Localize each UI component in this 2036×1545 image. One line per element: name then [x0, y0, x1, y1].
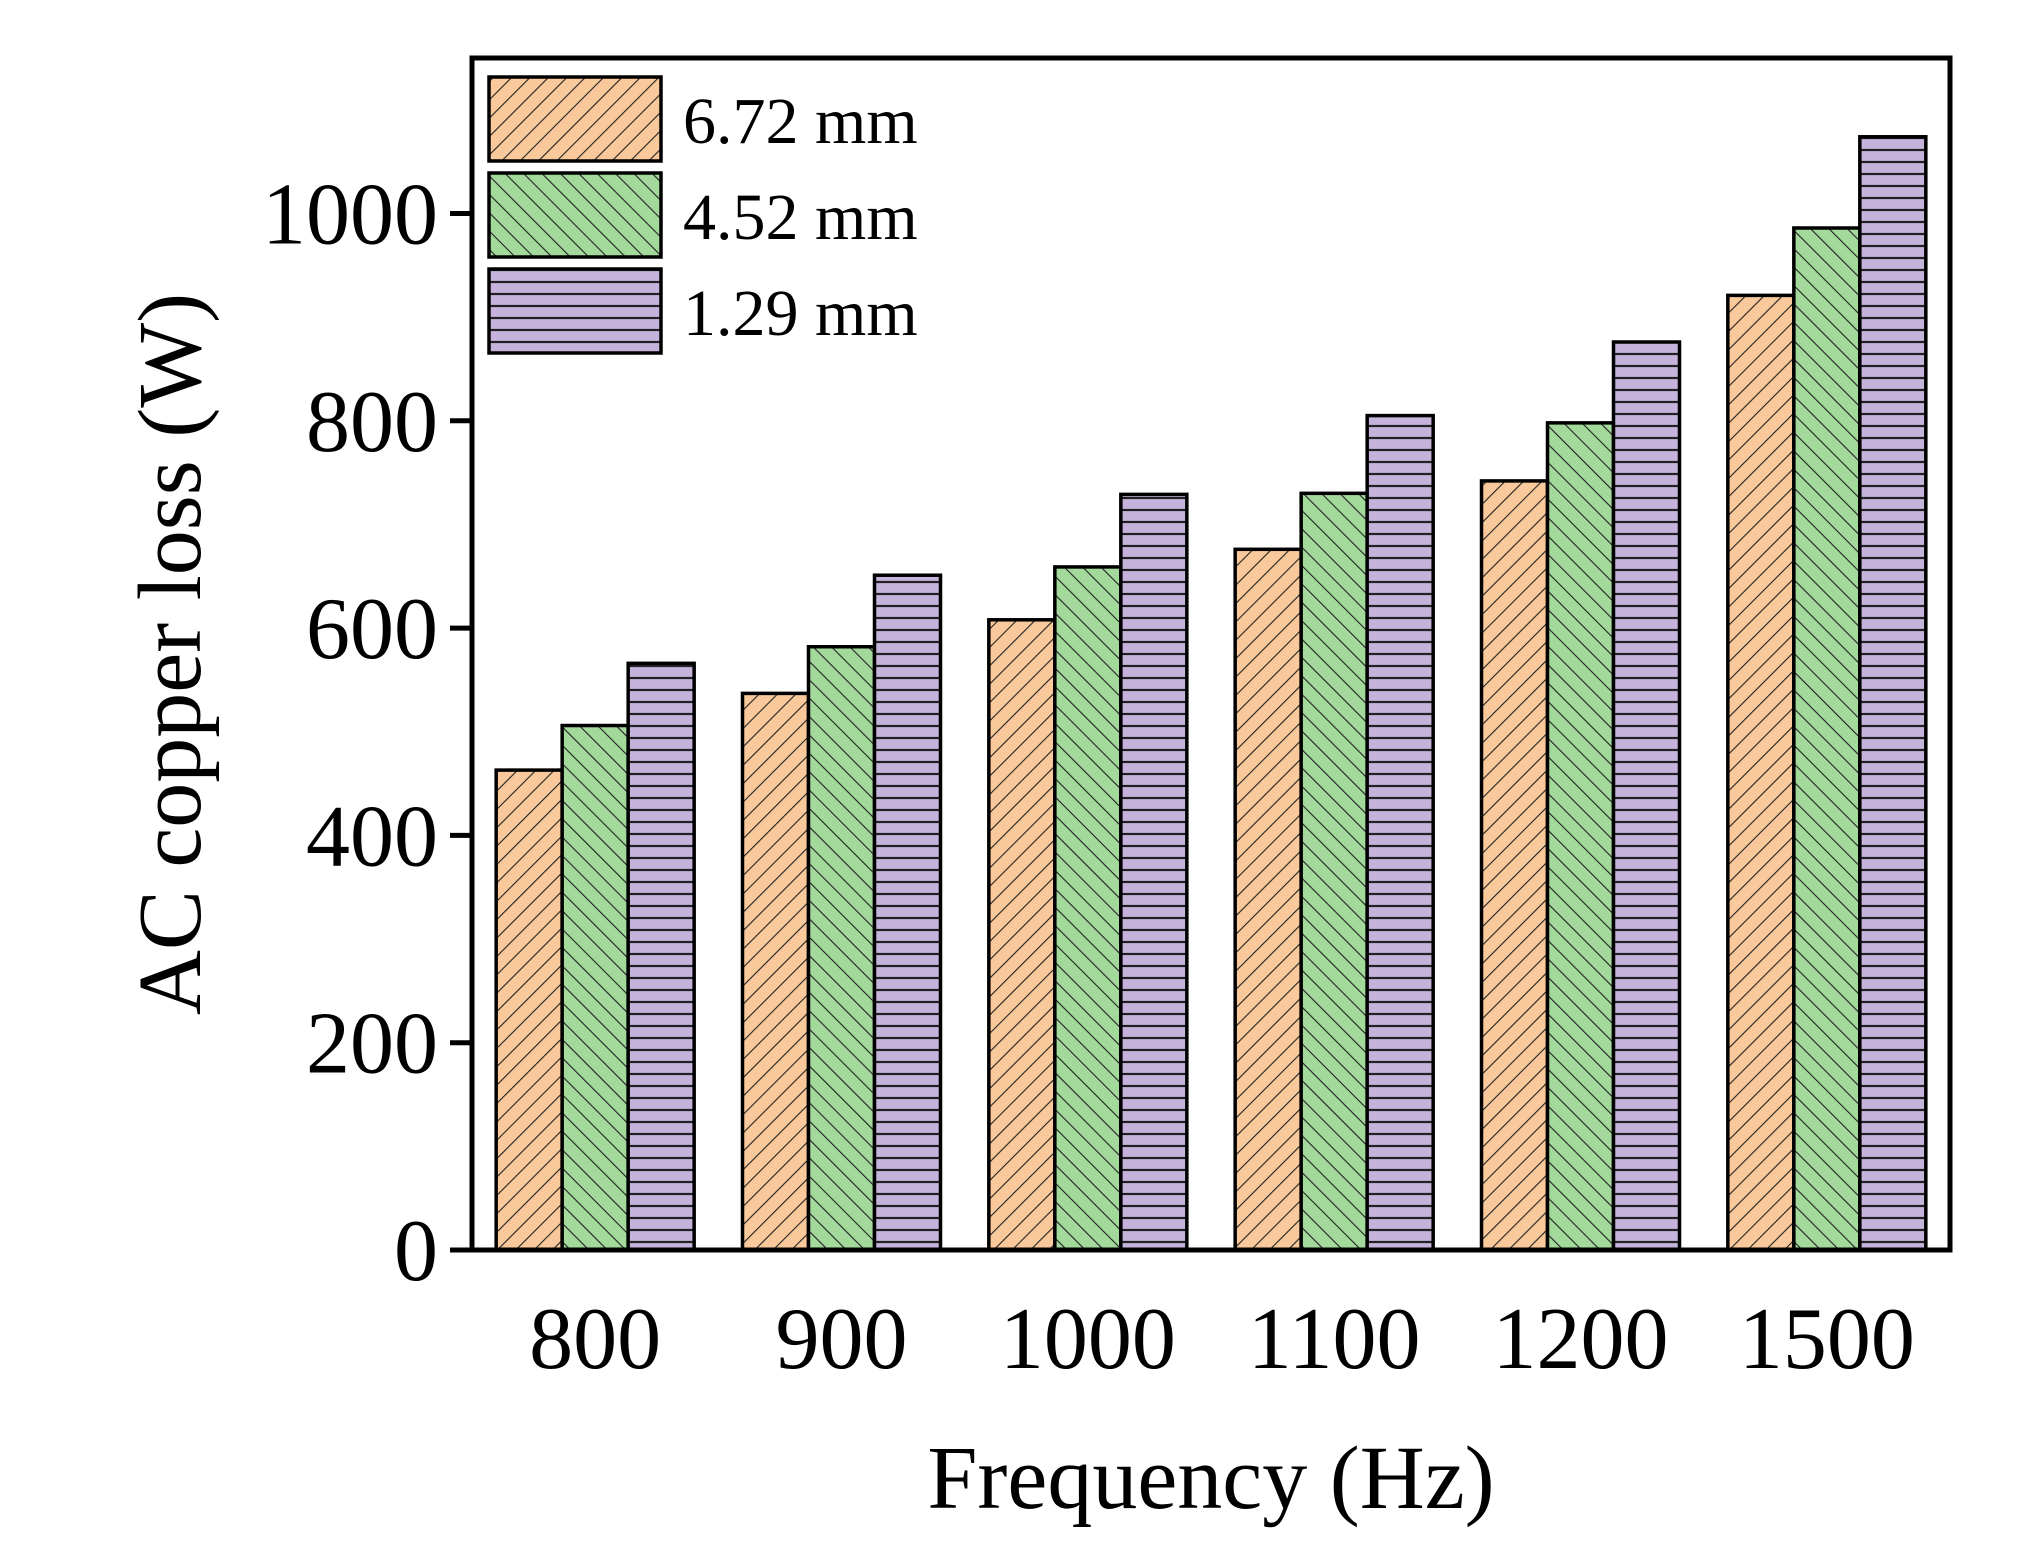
x-tick-label: 1100 — [1248, 1291, 1421, 1388]
y-axis: 0 200 400 600 800 1000 — [262, 166, 472, 1300]
bar-6-72-mm-1200 — [1479, 479, 1550, 1252]
legend-label: 4.52 mm — [683, 181, 918, 254]
bar-6-72-mm-1500 — [1726, 293, 1796, 1252]
bar-1-29-mm-800 — [626, 661, 696, 1252]
bar-1-29-mm-1500 — [1858, 135, 1928, 1252]
bar-4-52-mm-1100 — [1299, 491, 1369, 1252]
bar-6-72-mm-800 — [494, 768, 564, 1252]
y-tick-label: 600 — [306, 581, 438, 678]
x-axis: 800 900 1000 1100 1200 1500 — [529, 1291, 1915, 1388]
x-tick-label: 800 — [529, 1291, 661, 1388]
bar-1-29-mm-1000 — [1119, 492, 1189, 1252]
bar-4-52-mm-1000 — [1053, 565, 1123, 1252]
x-tick-label: 1000 — [1000, 1291, 1176, 1388]
y-tick-label: 1000 — [262, 166, 438, 263]
bar-4-52-mm-900 — [806, 644, 877, 1252]
x-tick-label: 1200 — [1493, 1291, 1669, 1388]
legend-label: 6.72 mm — [683, 85, 918, 158]
x-tick-label: 1500 — [1739, 1291, 1915, 1388]
y-tick-label: 200 — [306, 996, 438, 1093]
bar-1-29-mm-1100 — [1365, 413, 1435, 1252]
y-tick-label: 800 — [306, 374, 438, 471]
x-tick-label: 900 — [776, 1291, 908, 1388]
bar-6-72-mm-900 — [740, 691, 811, 1252]
x-axis-title: Frequency (Hz) — [927, 1429, 1494, 1528]
legend-swatch-4-52-mm — [487, 171, 663, 259]
y-tick-label: 0 — [394, 1203, 438, 1300]
bar-6-72-mm-1000 — [987, 618, 1057, 1252]
legend-swatch-6-72-mm — [487, 75, 663, 163]
bars-layer — [494, 135, 1928, 1252]
legend-swatch-1-29-mm — [487, 267, 663, 355]
bar-1-29-mm-900 — [872, 573, 943, 1252]
legend-label: 1.29 mm — [683, 277, 918, 350]
bar-1-29-mm-1200 — [1611, 340, 1682, 1252]
y-tick-label: 400 — [306, 788, 438, 885]
bar-4-52-mm-1500 — [1792, 226, 1862, 1252]
y-axis-title: AC copper loss (W) — [121, 293, 220, 1015]
plot-frame — [469, 55, 1953, 1253]
bar-4-52-mm-1200 — [1545, 421, 1616, 1252]
bar-6-72-mm-1100 — [1233, 547, 1303, 1252]
bar-4-52-mm-800 — [560, 723, 630, 1252]
legend: 6.72 mm 4.52 mm 1.29 mm — [487, 75, 918, 355]
